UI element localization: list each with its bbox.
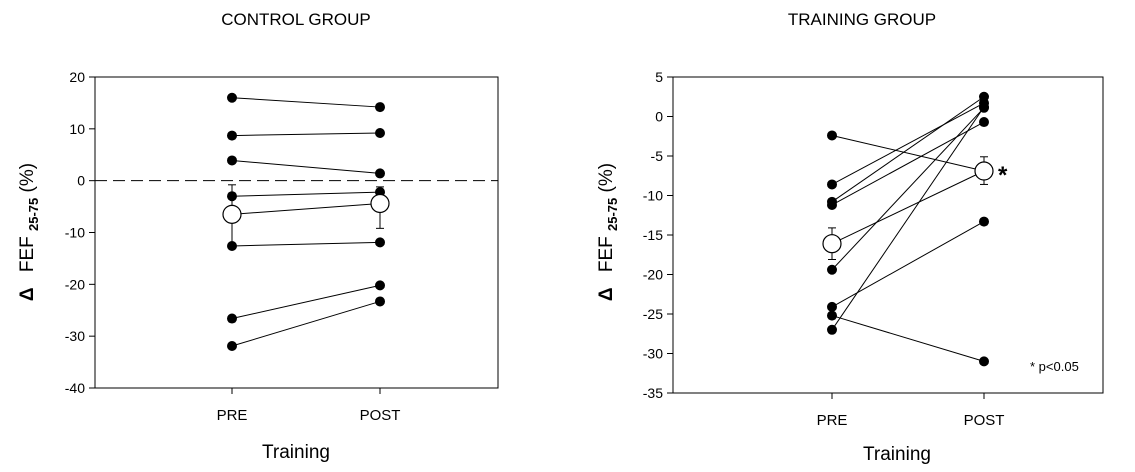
y-axis-label-subscript: 25-75: [605, 198, 620, 231]
y-axis-label-unit: (%): [17, 163, 38, 193]
subject-point: [827, 310, 837, 321]
mean-line: [831, 170, 985, 245]
subject-point: [827, 179, 837, 190]
y-axis-label-unit: (%): [596, 163, 617, 193]
subject-point: [375, 237, 385, 248]
significance-marker: *: [998, 162, 1008, 189]
y-tick-label: 0: [655, 109, 663, 125]
subject-point: [827, 130, 837, 141]
subject-point: [227, 155, 237, 166]
y-tick-label: -35: [643, 385, 663, 401]
subject-point: [979, 356, 989, 367]
y-tick-label: -10: [65, 225, 85, 241]
subject-point: [227, 191, 237, 202]
subject-point: [827, 199, 837, 210]
svg-text:Δ FEF 25-75: Δ FEF 25-75 (%): [596, 163, 622, 301]
training-group-panel: TRAINING GROUP 5 0 -5 -10 -15 -20 -25 -30 -35 PRE…: [596, 10, 1104, 465]
y-tick-label: -20: [643, 267, 663, 283]
y-axis-label: Δ FEF 25-75 (%): [596, 163, 622, 301]
plot-frame: [94, 76, 499, 389]
subject-line: [231, 159, 381, 174]
y-tick-label: -5: [651, 148, 664, 164]
subject-line: [231, 241, 381, 247]
y-tick-label: 20: [69, 69, 85, 85]
subject-point: [227, 130, 237, 141]
subject-line: [231, 300, 381, 347]
chart-title: CONTROL GROUP: [221, 10, 371, 29]
subject-point: [979, 216, 989, 227]
x-axis-label: Training: [262, 442, 330, 463]
x-tick-label: POST: [964, 412, 1005, 429]
chart-title: TRAINING GROUP: [788, 10, 936, 29]
plot-frame: [672, 76, 1104, 394]
y-axis-label-subscript: 25-75: [26, 198, 41, 231]
subject-point: [827, 301, 837, 312]
subject-point: [375, 296, 385, 307]
y-axis-label-delta: Δ: [17, 287, 38, 301]
y-axis-label-delta: Δ: [596, 287, 617, 301]
subject-line: [831, 107, 985, 271]
subject-point: [227, 313, 237, 324]
y-axis-label: Δ FEF 25-75 (%): [17, 163, 43, 301]
x-tick-label: PRE: [817, 412, 848, 429]
subject-point: [979, 117, 989, 128]
subject-point: [227, 92, 237, 103]
significance-note: * p<0.05: [1030, 359, 1079, 374]
subject-point: [375, 168, 385, 179]
x-tick-label: PRE: [217, 407, 248, 424]
y-tick-label: 10: [69, 121, 85, 137]
plot-area: 5 0 -5 -10 -15 -20 -25 -30 -35 PRE POST *: [643, 69, 1104, 429]
y-tick-label: -10: [643, 188, 663, 204]
y-tick-label: 5: [655, 69, 663, 85]
y-tick-label: -40: [65, 380, 85, 396]
subject-line: [831, 221, 985, 308]
subject-point: [375, 102, 385, 113]
mean-point: [370, 193, 390, 214]
x-tick-label: POST: [360, 407, 401, 424]
subject-line: [831, 106, 985, 331]
subject-point: [979, 91, 989, 102]
subject-line: [831, 134, 985, 172]
subject-line: [231, 284, 381, 320]
y-tick-label: 0: [77, 173, 85, 189]
subject-point: [827, 264, 837, 275]
subject-line: [231, 191, 381, 197]
mean-point: [222, 204, 242, 224]
y-tick-label: -30: [643, 346, 663, 362]
y-tick-label: -20: [65, 276, 85, 292]
y-axis-label-main: FEF: [17, 236, 38, 272]
subject-point: [227, 240, 237, 251]
control-group-panel: CONTROL GROUP 20 10 0 -10 -20 -30 -40 PRE POST T…: [17, 10, 499, 463]
subject-point: [375, 127, 385, 138]
subject-line: [831, 102, 985, 185]
y-tick-label: -30: [65, 328, 85, 344]
subject-line: [231, 97, 381, 108]
y-tick-label: -15: [643, 227, 663, 243]
subject-line: [231, 132, 381, 137]
mean-line: [231, 202, 381, 215]
plot-area: 20 10 0 -10 -20 -30 -40 PRE POST: [65, 69, 499, 424]
y-axis-label-main: FEF: [596, 236, 617, 272]
y-tick-label: -25: [643, 306, 663, 322]
subject-line: [831, 315, 985, 362]
subject-point: [375, 280, 385, 291]
x-axis-label: Training: [863, 444, 931, 465]
subject-point: [827, 324, 837, 335]
subject-line: [831, 121, 985, 206]
subject-point: [227, 341, 237, 352]
subject-line: [831, 96, 985, 203]
svg-text:Δ FEF 25-75: Δ FEF 25-75 (%): [17, 163, 43, 301]
mean-point: [974, 161, 994, 181]
subject-point: [979, 102, 989, 113]
mean-point: [822, 234, 842, 254]
